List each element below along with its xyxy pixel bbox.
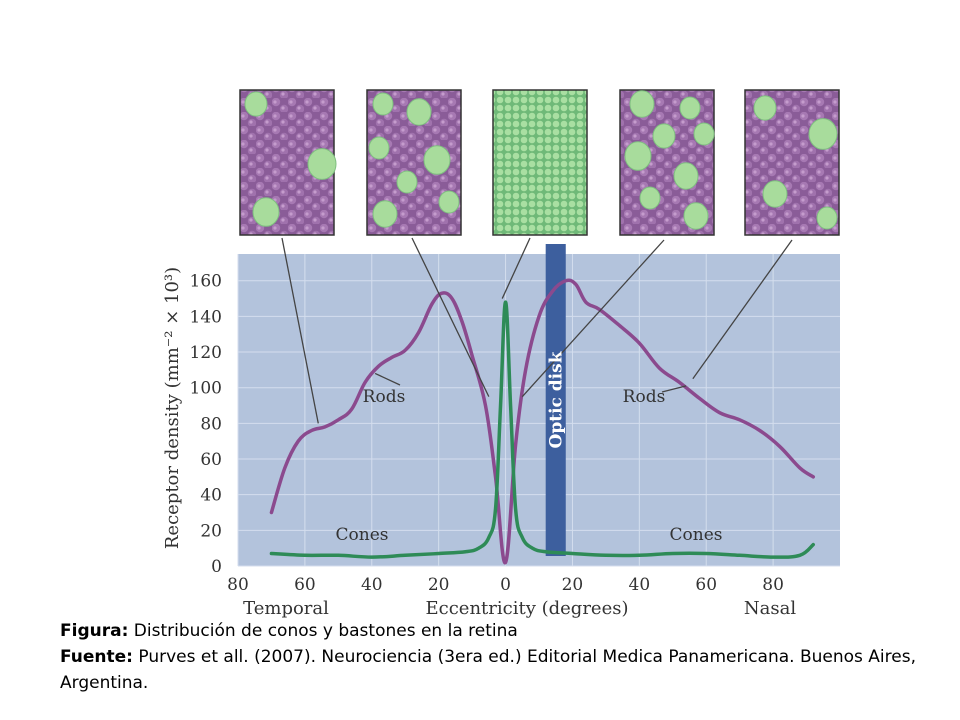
cone-cell [683, 202, 709, 230]
y-tick-label: 120 [190, 343, 222, 363]
cone-cell [753, 95, 777, 121]
x-tick-label: 80 [227, 575, 249, 595]
y-axis-title: Receptor density (mm⁻² × 10³) [162, 267, 183, 549]
x-side-label-nasal: Nasal [744, 598, 796, 619]
leader-rods-label-temporal [374, 372, 401, 386]
cone-cell [679, 96, 701, 120]
cone-cell [372, 92, 394, 116]
cone-cell [368, 136, 390, 160]
rods-label-temporal: Rods [363, 387, 406, 407]
mosaic-panel-nasal-far [744, 89, 840, 236]
mosaic-panel-temporal-far [239, 89, 337, 236]
data-series [269, 278, 815, 565]
figure-caption: Figura: Distribución de conos y bastones… [60, 618, 920, 696]
rods-series-line [269, 278, 815, 565]
cone-cell [372, 200, 398, 228]
optic-disk-label: Optic disk [547, 350, 567, 448]
cone-cell [652, 123, 676, 149]
caption-figura-line: Figura: Distribución de conos y bastones… [60, 618, 920, 644]
cone-cell [307, 148, 337, 180]
x-tick-label: 60 [695, 575, 717, 595]
x-tick-label: 40 [629, 575, 651, 595]
x-tick-label: 60 [294, 575, 316, 595]
cone-cell [639, 186, 661, 210]
x-tick-label: 40 [361, 575, 383, 595]
cone-cell [244, 91, 268, 117]
y-tick-label: 20 [200, 521, 222, 541]
cone-cell [816, 206, 838, 230]
x-axis-ticks: 80 60 40 20 0 20 40 60 80 [227, 575, 784, 595]
retina-mosaic-panels [239, 89, 840, 236]
leader-nasal-mid [521, 239, 665, 398]
leader-temporal-far [281, 237, 319, 424]
y-tick-label: 60 [200, 450, 222, 470]
cone-cell [629, 90, 655, 118]
caption-figura-text: Distribución de conos y bastones en la r… [128, 621, 518, 641]
x-axis-title: Eccentricity (degrees) [426, 598, 629, 619]
leader-nasal-far [692, 239, 793, 380]
plot-leader-lines [281, 237, 793, 424]
optic-disk-bar [545, 244, 566, 556]
mosaic-panel-background [492, 89, 588, 236]
cone-cell [406, 98, 432, 126]
mosaic-panel-temporal-mid [366, 89, 462, 236]
x-tick-label: 20 [562, 575, 584, 595]
x-tick-label: 20 [428, 575, 450, 595]
x-side-label-temporal: Temporal [243, 598, 329, 619]
caption-fuente-text: Purves et all. (2007). Neurociencia (3er… [60, 647, 916, 693]
cone-cell [624, 141, 652, 171]
y-tick-label: 40 [200, 486, 222, 506]
x-tick-label: 0 [500, 575, 511, 595]
plot-area [238, 254, 840, 566]
x-tick-label: 80 [762, 575, 784, 595]
cone-cell [762, 180, 788, 208]
cone-cell [693, 122, 715, 146]
mosaic-panel-fovea [492, 89, 588, 236]
y-tick-label: 80 [200, 414, 222, 434]
cones-label-nasal: Cones [670, 525, 723, 545]
mosaic-panel-nasal-mid [619, 89, 715, 236]
cone-cell [423, 145, 451, 175]
y-tick-label: 140 [190, 307, 222, 327]
leader-temporal-mid [411, 237, 490, 397]
caption-fuente-label: Fuente: [60, 647, 133, 667]
cone-cell [808, 118, 838, 150]
cone-cell [396, 170, 418, 194]
cone-cell [252, 197, 280, 227]
cones-label-temporal: Cones [336, 525, 389, 545]
cone-cell [673, 162, 699, 190]
y-tick-label: 160 [190, 272, 222, 292]
leader-rods-label-nasal [661, 385, 687, 393]
rods-label-nasal: Rods [623, 387, 666, 407]
y-axis-ticks: 0 20 40 60 80 100 120 140 160 [190, 272, 222, 577]
cone-cell [438, 190, 460, 214]
caption-fuente-line: Fuente: Purves et all. (2007). Neurocien… [60, 644, 920, 696]
caption-figura-label: Figura: [60, 621, 129, 641]
y-tick-label: 0 [211, 557, 222, 577]
y-tick-label: 100 [190, 379, 222, 399]
cones-series-line [269, 300, 815, 559]
leader-fovea [501, 237, 531, 299]
